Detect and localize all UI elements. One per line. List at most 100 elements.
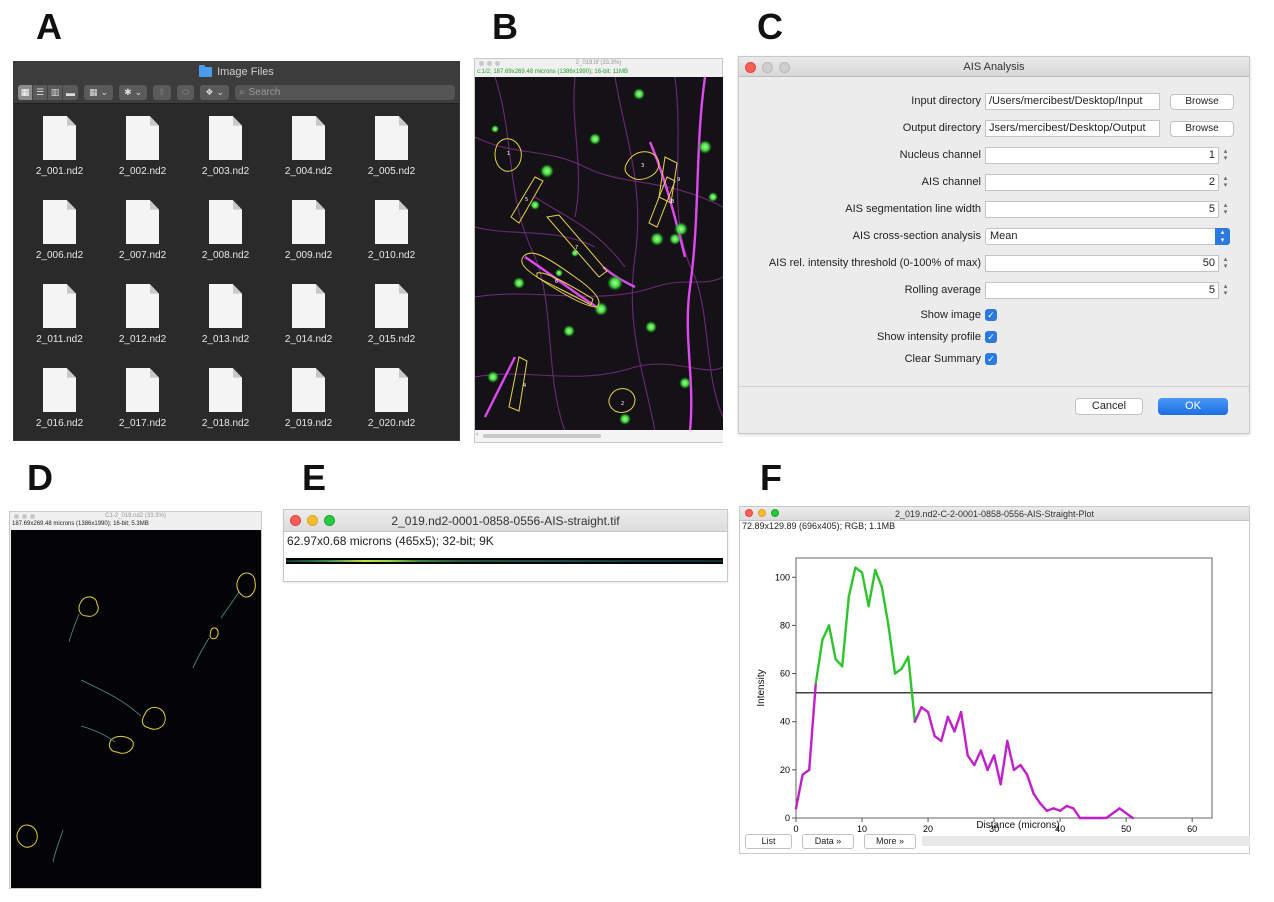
minimize-icon[interactable]: [487, 61, 492, 66]
minimize-icon[interactable]: [22, 514, 27, 519]
gallery-view-icon[interactable]: ▬: [66, 87, 75, 98]
file-item[interactable]: 2_010.nd2: [350, 192, 430, 272]
ais-channel-field[interactable]: 2: [985, 174, 1219, 191]
ok-button[interactable]: OK: [1158, 398, 1228, 415]
zoom-icon[interactable]: [495, 61, 500, 66]
file-item[interactable]: 2_006.nd2: [18, 192, 98, 272]
output-directory-field[interactable]: Jsers/mercibest/Desktop/Output: [985, 120, 1160, 137]
file-item[interactable]: 2_002.nd2: [101, 108, 181, 188]
stepper-icon[interactable]: ▴ ▾: [1223, 148, 1228, 162]
view-mode-group: ▦ ☰ ▥ ▬: [18, 85, 78, 100]
file-item[interactable]: 2_019.nd2: [267, 360, 347, 440]
document-icon: [292, 284, 325, 328]
file-item[interactable]: 2_018.nd2: [184, 360, 264, 440]
input-browse-button[interactable]: Browse: [1170, 94, 1234, 110]
cancel-button[interactable]: Cancel: [1075, 398, 1143, 415]
zoom-icon[interactable]: [779, 62, 790, 73]
stepper-icon[interactable]: ▴ ▾: [1223, 175, 1228, 189]
zoom-icon[interactable]: [324, 515, 335, 526]
document-icon: [126, 368, 159, 412]
share-button[interactable]: ⇧: [153, 85, 171, 100]
list-button[interactable]: List: [745, 834, 792, 849]
file-name: 2_018.nd2: [201, 418, 250, 429]
intensity-segment: [1058, 804, 1068, 812]
intensity-segment: [841, 595, 851, 668]
file-item[interactable]: 2_001.nd2: [18, 108, 98, 188]
stepper-icon[interactable]: ▴ ▾: [1223, 202, 1228, 216]
file-item[interactable]: 2_012.nd2: [101, 276, 181, 356]
action-button[interactable]: ✱ ⌄: [119, 85, 148, 100]
document-icon: [292, 116, 325, 160]
list-view-icon[interactable]: ☰: [33, 85, 48, 100]
intensity-segment: [893, 667, 903, 675]
fluorescence-image[interactable]: 1 2 3 4 5 6 7 8 9: [475, 77, 723, 431]
finder-title-bar: Image Files: [14, 62, 459, 82]
output-browse-button[interactable]: Browse: [1170, 121, 1234, 137]
intensity-plot[interactable]: 0 20 40 60 80 100 0 10 20 30 40 50 60 Distance (mic…: [740, 532, 1249, 834]
file-item[interactable]: 2_007.nd2: [101, 192, 181, 272]
image-b-info: c:1/2; 187.69x269.48 microns (1386x1990)…: [477, 69, 628, 75]
close-icon[interactable]: [290, 515, 301, 526]
more-button[interactable]: More »: [864, 834, 916, 849]
show-image-checkbox[interactable]: ✓: [985, 309, 997, 321]
dropbox-button[interactable]: ❖ ⌄: [200, 85, 230, 100]
stepper-icon[interactable]: ▴ ▾: [1223, 256, 1228, 270]
rolling-average-row: Rolling average 5 ▴ ▾: [739, 282, 1249, 300]
column-view-icon[interactable]: ▥: [48, 85, 63, 100]
file-item[interactable]: 2_009.nd2: [267, 192, 347, 272]
close-icon[interactable]: [14, 514, 19, 519]
tag-button[interactable]: ⬭: [176, 85, 195, 100]
chevron-down-icon: ⌄: [216, 87, 225, 97]
rolling-average-field[interactable]: 5: [985, 282, 1219, 299]
document-icon: [126, 116, 159, 160]
file-item[interactable]: 2_013.nd2: [184, 276, 264, 356]
file-item[interactable]: 2_017.nd2: [101, 360, 181, 440]
ais-channel-label: AIS channel: [921, 176, 981, 188]
minimize-icon[interactable]: [307, 515, 318, 526]
show-profile-row: Show intensity profile ✓: [739, 329, 1249, 347]
close-icon[interactable]: [745, 62, 756, 73]
clear-summary-checkbox[interactable]: ✓: [985, 353, 997, 365]
input-directory-field[interactable]: /Users/mercibest/Desktop/Input: [985, 93, 1160, 110]
data-button[interactable]: Data »: [802, 834, 854, 849]
close-icon[interactable]: [479, 61, 484, 66]
group-by-button[interactable]: ▦ ⌄: [84, 85, 114, 100]
scroll-left-icon[interactable]: ‹: [476, 431, 479, 438]
intensity-segment: [1019, 763, 1029, 776]
roi-label: 4: [523, 383, 526, 389]
show-profile-checkbox[interactable]: ✓: [985, 331, 997, 343]
file-name: 2_010.nd2: [367, 250, 416, 261]
file-item[interactable]: 2_004.nd2: [267, 108, 347, 188]
zoom-icon[interactable]: [30, 514, 35, 519]
stepper-icon[interactable]: ▴ ▾: [1223, 283, 1228, 297]
intensity-series: [794, 566, 1134, 820]
x-tick-label: 10: [857, 824, 867, 834]
intensity-segment: [821, 624, 831, 642]
file-item[interactable]: 2_011.nd2: [18, 276, 98, 356]
file-item[interactable]: 2_014.nd2: [267, 276, 347, 356]
minimize-icon[interactable]: [758, 509, 766, 517]
axon-traces: [52, 591, 240, 863]
file-item[interactable]: 2_015.nd2: [350, 276, 430, 356]
search-input[interactable]: ⌕ Search: [235, 85, 455, 100]
file-name: 2_014.nd2: [284, 334, 333, 345]
file-item[interactable]: 2_003.nd2: [184, 108, 264, 188]
file-item[interactable]: 2_016.nd2: [18, 360, 98, 440]
line-width-field[interactable]: 5: [985, 201, 1219, 218]
close-icon[interactable]: [745, 509, 753, 517]
nucleus-channel-field[interactable]: 1: [985, 147, 1219, 164]
scrollbar-thumb[interactable]: [483, 434, 601, 438]
intensity-segment: [794, 773, 804, 810]
file-item[interactable]: 2_008.nd2: [184, 192, 264, 272]
icon-view-icon[interactable]: ▦: [18, 85, 33, 100]
cross-section-select[interactable]: Mean ▴ ▾: [985, 228, 1230, 245]
minimize-icon[interactable]: [762, 62, 773, 73]
file-item[interactable]: 2_005.nd2: [350, 108, 430, 188]
file-item[interactable]: 2_020.nd2: [350, 360, 430, 440]
image-window-d: C1-2_019.nd2 (33.3%) 187.69x269.48 micro…: [9, 511, 262, 889]
straightened-ais-strip[interactable]: [286, 558, 723, 564]
mask-image[interactable]: [11, 530, 261, 888]
threshold-field[interactable]: 50: [985, 255, 1219, 272]
horizontal-scrollbar[interactable]: ‹: [475, 430, 723, 442]
zoom-icon[interactable]: [771, 509, 779, 517]
